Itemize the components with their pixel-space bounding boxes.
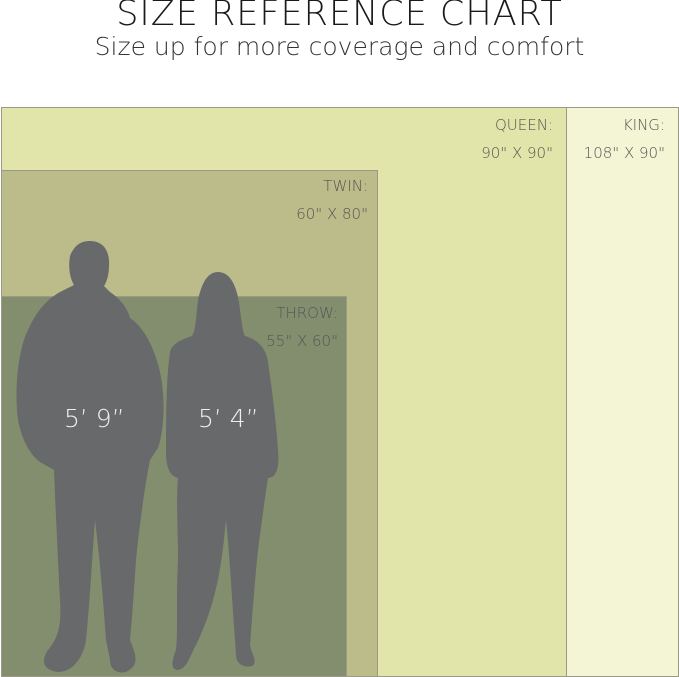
throw-name: THROW: [276,304,338,322]
woman-silhouette [166,272,279,670]
man-height-label: 5’ 9” [64,404,125,433]
queen-label: QUEEN: 90" X 90" [481,111,553,167]
twin-name: TWIN: [323,177,368,195]
queen-name: QUEEN: [494,116,553,134]
king-label: KING: 108" X 90" [584,111,665,167]
king-name: KING: [622,116,665,134]
twin-dims: 60" X 80" [296,205,368,223]
twin-label: TWIN: 60" X 80" [296,172,368,228]
man-silhouette [16,241,164,673]
page-title: SIZE REFERENCE CHART [116,0,563,34]
king-dims: 108" X 90" [583,144,665,162]
woman-height-label: 5’ 4” [198,404,259,433]
throw-dims: 55" X 60" [266,332,338,350]
page-subtitle: Size up for more coverage and comfort [94,32,585,61]
throw-label: THROW: 55" X 60" [266,299,338,355]
queen-dims: 90" X 90" [481,144,553,162]
